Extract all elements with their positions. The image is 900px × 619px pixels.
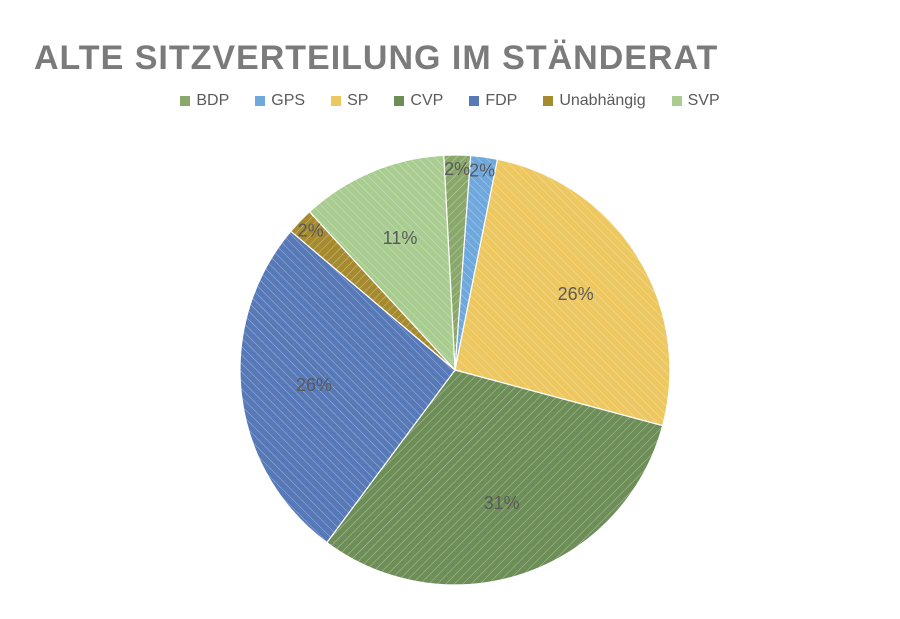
legend-item: Unabhängig: [543, 92, 645, 110]
slice-label: 11%: [383, 228, 418, 248]
pie-chart-area: 2%2%26%31%26%2%11%: [0, 130, 900, 610]
legend-item: SP: [331, 92, 368, 110]
slice-label: 2%: [298, 220, 324, 240]
pie-chart: 2%2%26%31%26%2%11%: [0, 130, 900, 610]
legend-swatch: [672, 96, 682, 106]
legend-label: CVP: [410, 92, 443, 110]
legend-swatch: [394, 96, 404, 106]
slice-label: 26%: [558, 284, 594, 304]
legend-label: SVP: [688, 92, 720, 110]
legend-item: SVP: [672, 92, 720, 110]
legend-swatch: [331, 96, 341, 106]
slice-label: 2%: [444, 159, 470, 179]
legend: BDP GPS SP CVP FDP Unabhängig SVP: [0, 92, 900, 110]
legend-swatch: [255, 96, 265, 106]
legend-item: GPS: [255, 92, 305, 110]
slice-label: 31%: [484, 493, 520, 513]
slice-label: 26%: [296, 375, 332, 395]
legend-item: CVP: [394, 92, 443, 110]
legend-item: BDP: [180, 92, 229, 110]
legend-swatch: [543, 96, 553, 106]
legend-label: BDP: [196, 92, 229, 110]
legend-label: FDP: [485, 92, 517, 110]
legend-label: SP: [347, 92, 368, 110]
legend-item: FDP: [469, 92, 517, 110]
legend-label: GPS: [271, 92, 305, 110]
slice-label: 2%: [469, 161, 495, 181]
legend-swatch: [180, 96, 190, 106]
legend-label: Unabhängig: [559, 92, 645, 110]
legend-swatch: [469, 96, 479, 106]
chart-title: ALTE SITZVERTEILUNG IM STÄNDERAT: [34, 39, 718, 78]
